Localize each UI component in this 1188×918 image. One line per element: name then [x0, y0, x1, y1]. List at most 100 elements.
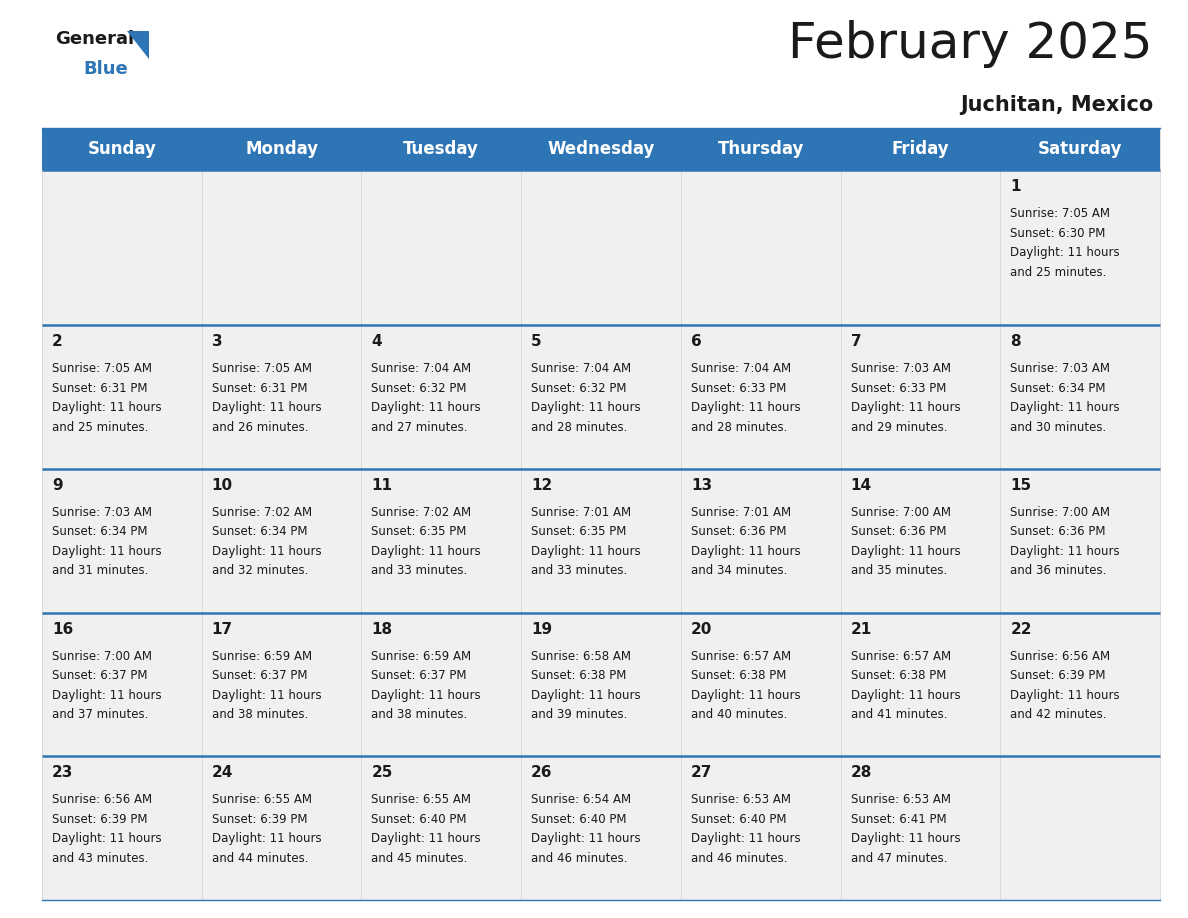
Text: 12: 12 [531, 477, 552, 493]
Text: Daylight: 11 hours: Daylight: 11 hours [372, 401, 481, 414]
Text: Sunset: 6:40 PM: Sunset: 6:40 PM [372, 812, 467, 826]
Text: Sunrise: 7:03 AM: Sunrise: 7:03 AM [1010, 362, 1111, 375]
Bar [202, 469, 361, 612]
Text: Sunset: 6:39 PM: Sunset: 6:39 PM [52, 812, 147, 826]
Text: Sunset: 6:31 PM: Sunset: 6:31 PM [52, 382, 147, 395]
Text: Daylight: 11 hours: Daylight: 11 hours [851, 401, 960, 414]
Text: Sunset: 6:40 PM: Sunset: 6:40 PM [531, 812, 626, 826]
Text: Sunset: 6:37 PM: Sunset: 6:37 PM [372, 669, 467, 682]
Text: Sunrise: 6:55 AM: Sunrise: 6:55 AM [211, 793, 311, 806]
Text: Sunrise: 6:57 AM: Sunrise: 6:57 AM [851, 650, 950, 663]
Text: Sunrise: 7:00 AM: Sunrise: 7:00 AM [851, 506, 950, 519]
Text: and 46 minutes.: and 46 minutes. [531, 852, 627, 865]
Bar [42, 612, 202, 756]
Text: and 34 minutes.: and 34 minutes. [691, 565, 788, 577]
Text: Sunrise: 7:04 AM: Sunrise: 7:04 AM [372, 362, 472, 375]
Text: Sunset: 6:39 PM: Sunset: 6:39 PM [211, 812, 308, 826]
Text: and 30 minutes.: and 30 minutes. [1010, 420, 1106, 433]
Text: and 35 minutes.: and 35 minutes. [851, 565, 947, 577]
Bar [1000, 612, 1159, 756]
Text: and 41 minutes.: and 41 minutes. [851, 708, 947, 721]
Bar [361, 469, 522, 612]
Text: Sunrise: 6:55 AM: Sunrise: 6:55 AM [372, 793, 472, 806]
Text: Sunrise: 7:05 AM: Sunrise: 7:05 AM [52, 362, 152, 375]
Bar [1000, 325, 1159, 469]
Text: Daylight: 11 hours: Daylight: 11 hours [1010, 688, 1120, 701]
Bar [202, 170, 361, 325]
Text: Blue: Blue [83, 60, 128, 78]
Text: 9: 9 [52, 477, 63, 493]
Text: 8: 8 [1010, 334, 1020, 349]
Text: 6: 6 [691, 334, 702, 349]
Text: Sunrise: 7:02 AM: Sunrise: 7:02 AM [372, 506, 472, 519]
Text: 19: 19 [531, 621, 552, 636]
Text: and 31 minutes.: and 31 minutes. [52, 565, 148, 577]
Text: 28: 28 [851, 766, 872, 780]
Text: Juchitan, Mexico: Juchitan, Mexico [960, 95, 1154, 115]
Text: 5: 5 [531, 334, 542, 349]
Bar [522, 170, 681, 325]
Text: Sunset: 6:36 PM: Sunset: 6:36 PM [851, 525, 946, 538]
Text: Sunrise: 7:03 AM: Sunrise: 7:03 AM [52, 506, 152, 519]
Text: and 38 minutes.: and 38 minutes. [372, 708, 468, 721]
Text: Daylight: 11 hours: Daylight: 11 hours [372, 544, 481, 558]
Text: and 37 minutes.: and 37 minutes. [52, 708, 148, 721]
Text: 11: 11 [372, 477, 392, 493]
Text: and 39 minutes.: and 39 minutes. [531, 708, 627, 721]
Text: 20: 20 [691, 621, 713, 636]
Text: Sunrise: 6:54 AM: Sunrise: 6:54 AM [531, 793, 631, 806]
Text: and 25 minutes.: and 25 minutes. [1010, 265, 1107, 278]
Text: Daylight: 11 hours: Daylight: 11 hours [372, 688, 481, 701]
Text: 3: 3 [211, 334, 222, 349]
Text: Sunset: 6:38 PM: Sunset: 6:38 PM [691, 669, 786, 682]
Text: Daylight: 11 hours: Daylight: 11 hours [531, 544, 640, 558]
Text: Sunset: 6:33 PM: Sunset: 6:33 PM [851, 382, 946, 395]
Text: Daylight: 11 hours: Daylight: 11 hours [211, 833, 321, 845]
Text: and 25 minutes.: and 25 minutes. [52, 420, 148, 433]
Text: Sunset: 6:36 PM: Sunset: 6:36 PM [1010, 525, 1106, 538]
Text: Sunrise: 7:02 AM: Sunrise: 7:02 AM [211, 506, 311, 519]
Text: Daylight: 11 hours: Daylight: 11 hours [691, 544, 801, 558]
Text: 26: 26 [531, 766, 552, 780]
Text: Daylight: 11 hours: Daylight: 11 hours [1010, 544, 1120, 558]
Text: Daylight: 11 hours: Daylight: 11 hours [211, 688, 321, 701]
Bar [42, 756, 202, 900]
Bar [361, 756, 522, 900]
Bar [361, 325, 522, 469]
Text: 1: 1 [1010, 179, 1020, 194]
Text: Sunset: 6:34 PM: Sunset: 6:34 PM [211, 525, 308, 538]
Polygon shape [127, 31, 148, 59]
Text: and 43 minutes.: and 43 minutes. [52, 852, 148, 865]
Bar [361, 170, 522, 325]
Text: 13: 13 [691, 477, 712, 493]
Text: Sunset: 6:35 PM: Sunset: 6:35 PM [531, 525, 626, 538]
Text: Sunrise: 7:01 AM: Sunrise: 7:01 AM [531, 506, 631, 519]
Text: 4: 4 [372, 334, 383, 349]
Text: Sunrise: 6:53 AM: Sunrise: 6:53 AM [691, 793, 791, 806]
Bar [202, 325, 361, 469]
Text: Monday: Monday [245, 140, 318, 158]
Text: Daylight: 11 hours: Daylight: 11 hours [691, 688, 801, 701]
Text: Sunrise: 7:04 AM: Sunrise: 7:04 AM [691, 362, 791, 375]
Text: and 28 minutes.: and 28 minutes. [691, 420, 788, 433]
Text: Sunset: 6:40 PM: Sunset: 6:40 PM [691, 812, 786, 826]
Text: and 44 minutes.: and 44 minutes. [211, 852, 308, 865]
Text: Sunset: 6:38 PM: Sunset: 6:38 PM [851, 669, 946, 682]
Bar [841, 170, 1000, 325]
Text: Sunset: 6:37 PM: Sunset: 6:37 PM [211, 669, 308, 682]
Text: Sunrise: 7:00 AM: Sunrise: 7:00 AM [1010, 506, 1111, 519]
Bar [522, 469, 681, 612]
Text: Daylight: 11 hours: Daylight: 11 hours [531, 401, 640, 414]
Text: Tuesday: Tuesday [404, 140, 479, 158]
Text: Daylight: 11 hours: Daylight: 11 hours [691, 833, 801, 845]
Text: Daylight: 11 hours: Daylight: 11 hours [1010, 246, 1120, 259]
Text: Sunset: 6:39 PM: Sunset: 6:39 PM [1010, 669, 1106, 682]
Text: Daylight: 11 hours: Daylight: 11 hours [691, 401, 801, 414]
Text: and 27 minutes.: and 27 minutes. [372, 420, 468, 433]
Text: Daylight: 11 hours: Daylight: 11 hours [851, 688, 960, 701]
Text: Sunrise: 6:57 AM: Sunrise: 6:57 AM [691, 650, 791, 663]
Text: and 38 minutes.: and 38 minutes. [211, 708, 308, 721]
Text: Sunrise: 7:00 AM: Sunrise: 7:00 AM [52, 650, 152, 663]
Text: 22: 22 [1010, 621, 1032, 636]
Text: Sunrise: 6:53 AM: Sunrise: 6:53 AM [851, 793, 950, 806]
